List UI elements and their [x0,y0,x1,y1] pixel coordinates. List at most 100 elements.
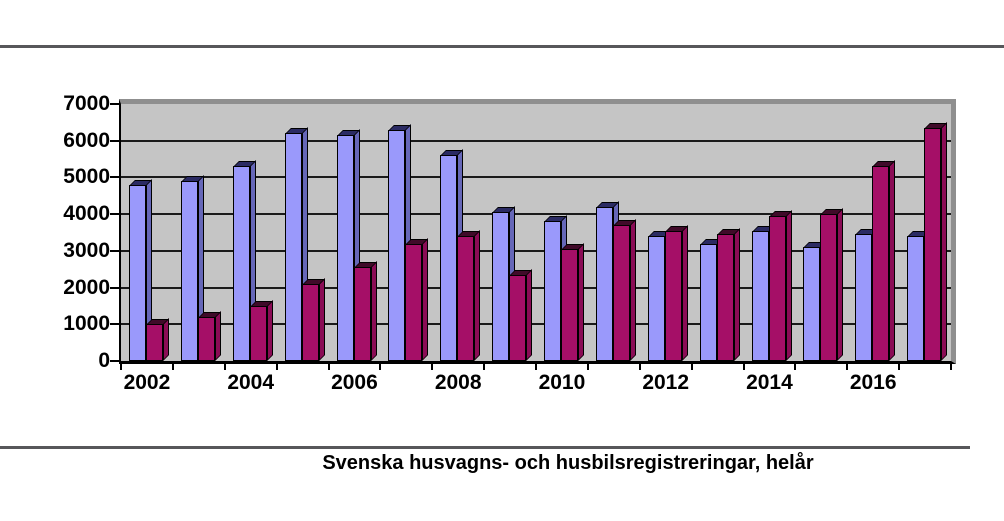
bar-side-face [474,230,481,361]
bar-front-face [768,215,786,361]
bar-husbilar-2014 [768,209,792,361]
x-axis-label-2016: 2016 [849,371,897,394]
bar-husbilar-2011 [612,219,636,361]
y-axis-tick-6000 [110,139,119,142]
bar-husvagnar-2011 [595,200,619,361]
bar-side-face [889,160,896,361]
bar-husbilar-2003 [197,310,221,361]
y-axis-tick-1000 [110,323,119,326]
bar-front-face [612,225,630,361]
y-axis-tick-2000 [110,286,119,289]
bar-front-face [872,166,890,361]
bar-side-face [785,209,792,361]
x-axis-tick-7 [483,364,486,370]
bar-husvagnar-2015 [803,241,827,361]
bar-front-face [301,283,319,361]
x-axis-tick-3 [275,364,278,370]
bar-husvagnar-2017 [907,230,931,361]
bar-side-face [578,243,584,361]
bar-side-face [681,224,688,361]
bar-side-face [370,261,377,361]
bar-husvagnar-2013 [699,237,723,361]
x-axis-tick-16 [950,364,952,370]
bar-husvagnar-2003 [180,175,204,361]
bar-front-face [924,127,942,361]
bar-front-face [699,243,717,361]
bar-front-face [336,135,354,361]
bar-front-face [544,221,561,361]
bar-husbilar-2005 [301,277,325,361]
bar-husvagnar-2005 [284,127,308,361]
gridline-1000 [121,323,951,326]
x-axis-label-2004: 2004 [227,371,275,394]
x-axis-tick-12 [742,364,745,370]
y-axis-tick-7000 [110,103,119,105]
y-axis-label-4000: 4000 [63,202,110,226]
bar-front-face [855,234,873,361]
bar-front-face [561,249,578,361]
bar-front-face [803,247,821,361]
bar-husbilar-2013 [716,228,740,361]
x-axis-tick-4 [327,364,330,370]
bar-side-face [526,268,533,361]
top-horizontal-rule [0,45,1004,48]
x-axis-tick-2 [223,364,226,370]
bar-husvagnar-2002 [129,178,152,361]
x-axis-tick-9 [586,364,589,370]
y-axis-label-6000: 6000 [63,128,110,152]
gridline-2000 [121,286,951,289]
gridline-4000 [121,213,951,216]
bottom-horizontal-rule [0,446,970,449]
bar-front-face [405,243,423,361]
bar-side-face [837,208,844,361]
x-axis-tick-10 [638,364,641,370]
x-axis-label-2010: 2010 [538,371,586,394]
bar-husbilar-2010 [561,243,584,361]
bar-husbilar-2006 [353,261,377,361]
bar-side-face [266,299,273,361]
bar-husbilar-2017 [924,121,948,361]
bar-husbilar-2016 [872,160,896,361]
bar-front-face [664,230,682,361]
x-axis-tick-1 [171,364,174,370]
x-axis-label-2002: 2002 [123,371,171,394]
bar-husvagnar-2016 [855,228,879,361]
bar-front-face [820,214,838,361]
y-axis-label-1000: 1000 [63,312,110,336]
bar-husvagnar-2014 [751,224,775,361]
bar-husvagnar-2009 [492,206,516,361]
bar-front-face [146,324,163,361]
y-axis-label-0: 0 [98,349,110,372]
bar-side-face [318,277,325,361]
x-axis-tick-14 [846,364,849,370]
bar-husvagnar-2004 [232,160,256,361]
x-axis-tick-11 [690,364,693,370]
bar-front-face [457,236,475,361]
y-axis-tick-4000 [110,213,119,216]
y-axis-label-2000: 2000 [63,275,110,299]
bar-husbilar-2007 [405,237,429,361]
x-axis-tick-5 [379,364,382,370]
bar-husbilar-2004 [249,299,273,361]
y-axis-label-7000: 7000 [63,92,110,115]
bar-husvagnar-2008 [440,149,464,361]
bar-front-face [249,305,267,361]
bar-husvagnar-2010 [544,215,567,361]
x-axis-tick-6 [431,364,434,370]
bar-husbilar-2002 [146,318,169,361]
bar-side-face [214,310,221,361]
bar-front-face [353,267,371,361]
bar-front-face [647,236,665,361]
x-axis-tick-15 [898,364,901,370]
x-axis-label-2012: 2012 [642,371,690,394]
bar-husbilar-2009 [509,268,533,361]
y-axis-tick-3000 [110,249,119,252]
bar-front-face [492,212,510,361]
x-axis-label-2008: 2008 [434,371,482,394]
bar-side-face [733,228,740,361]
bar-side-face [422,237,429,361]
x-axis-tick-0 [120,364,122,370]
bar-front-face [180,181,198,361]
bar-front-face [716,234,734,361]
